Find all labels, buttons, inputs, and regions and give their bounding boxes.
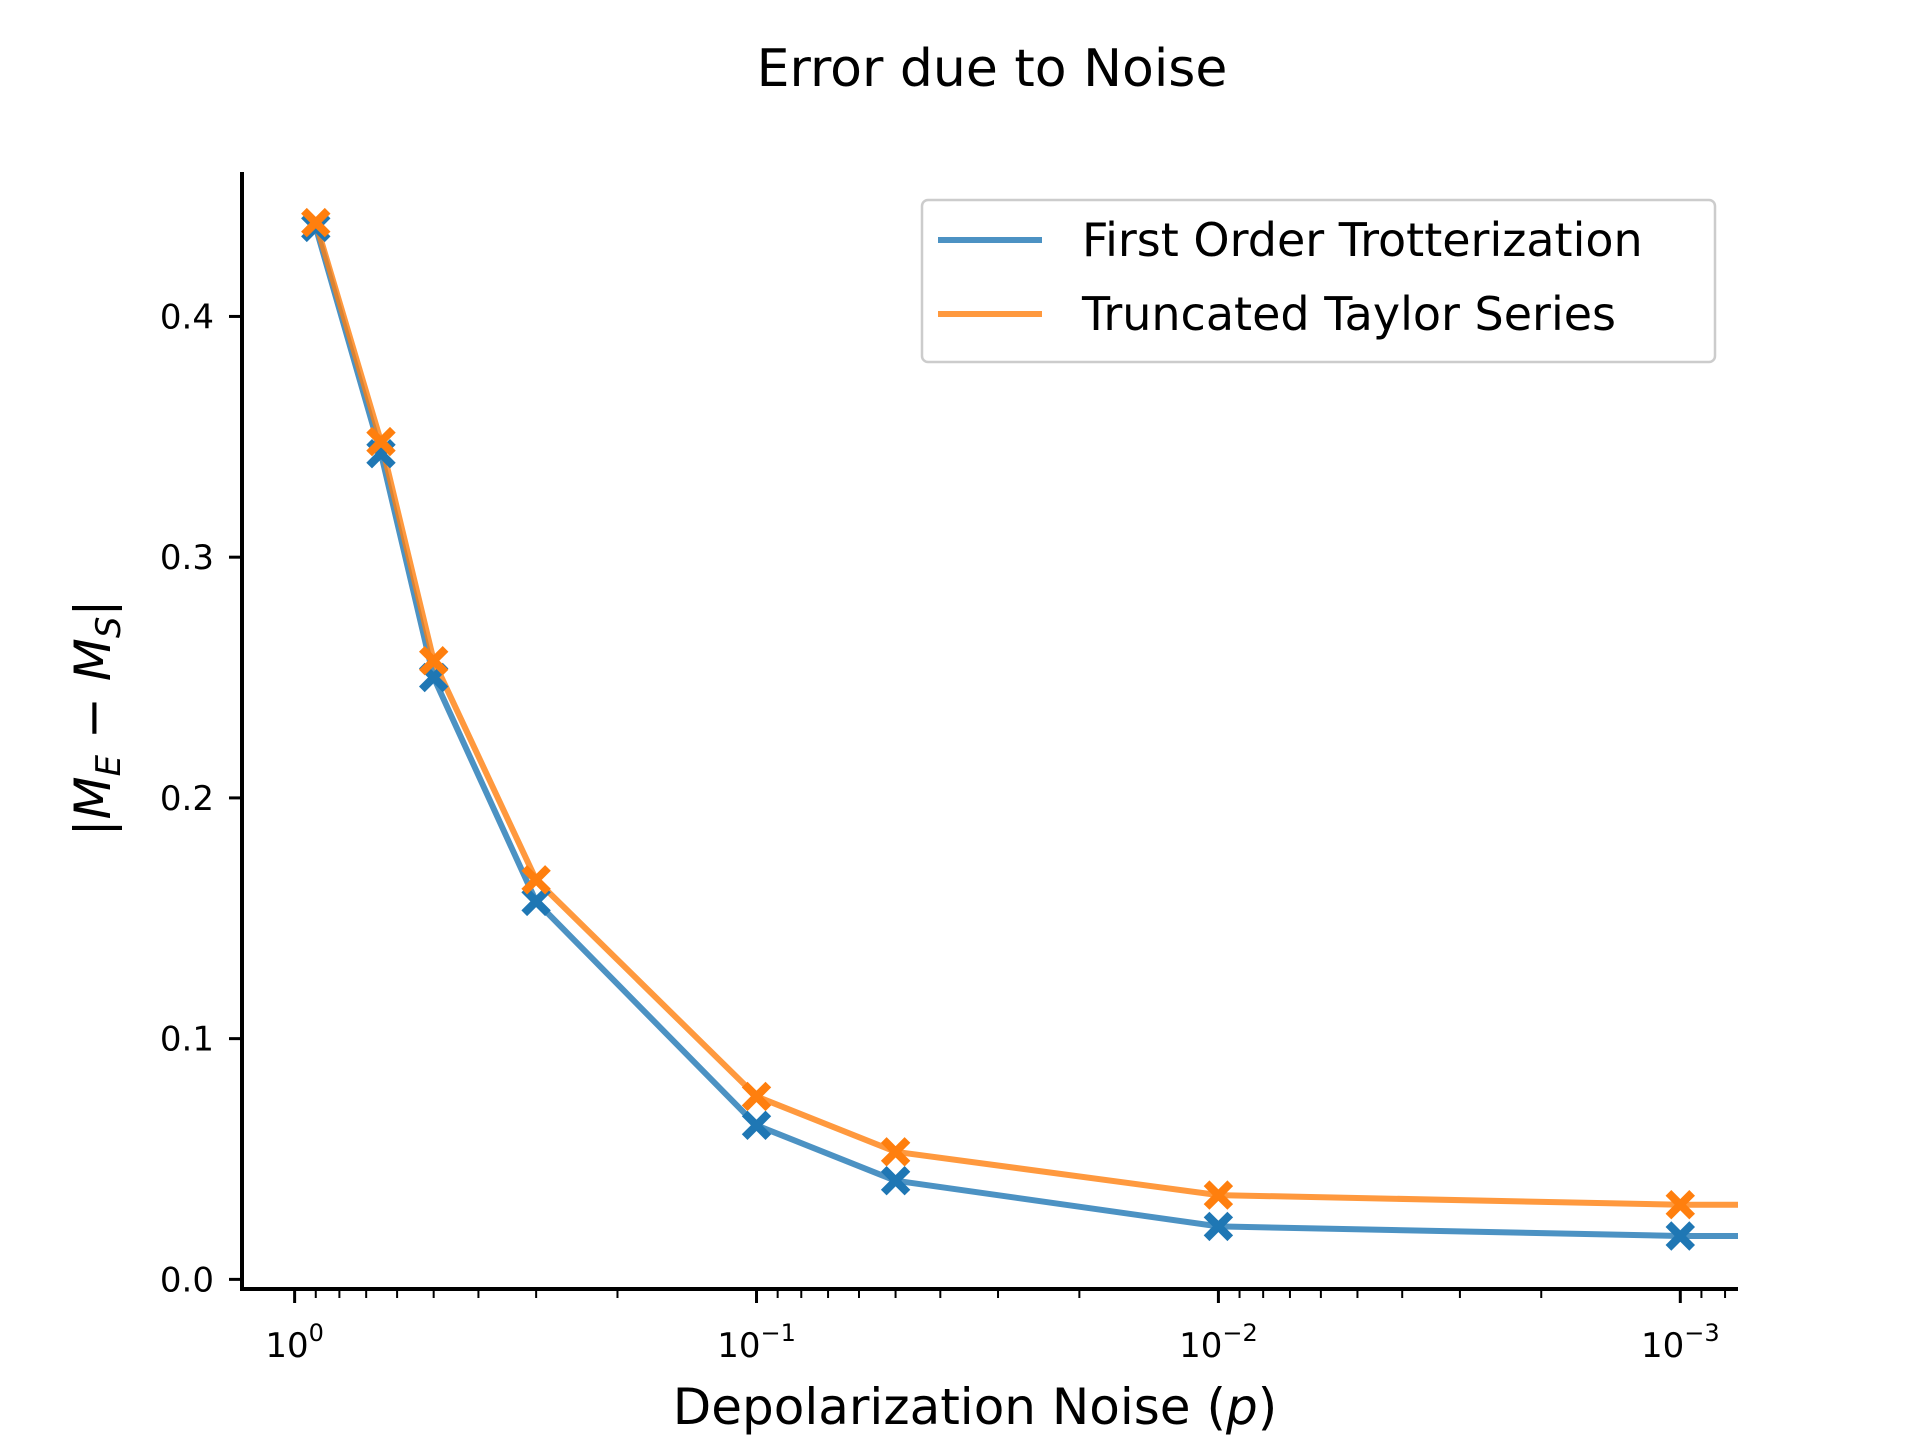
y-axis-sub2: S — [89, 616, 129, 638]
data-point-taylor — [366, 426, 396, 457]
x-tick-label: 10−1 — [717, 1319, 796, 1366]
data-point-trotter — [1203, 1211, 1234, 1242]
plot-area — [301, 207, 1738, 1251]
y-tick-label: 0.3 — [160, 538, 214, 578]
y-tick-label: 0.4 — [160, 297, 214, 337]
legend-label-trotter: First Order Trotterization — [1082, 213, 1643, 267]
y-axis-sub1: E — [89, 754, 129, 776]
y-axis-m2: M — [64, 638, 122, 681]
y-tick-label: 0.1 — [160, 1020, 214, 1060]
x-axis-label: Depolarization Noise (p) — [673, 1378, 1278, 1436]
data-point-taylor — [521, 865, 551, 895]
y-tick-label: 0.2 — [160, 779, 214, 819]
y-axis-bar-left: | — [64, 820, 122, 837]
y-axis-label: |ME − MS| — [64, 600, 129, 837]
data-point-taylor — [418, 645, 449, 676]
x-axis-label-close: ) — [1258, 1378, 1278, 1436]
y-axis-minus: − — [64, 681, 122, 755]
data-point-trotter — [741, 1110, 772, 1141]
y-axis-ticks: 0.0 0.1 0.2 0.3 0.4 — [160, 297, 242, 1300]
data-point-taylor — [880, 1137, 911, 1167]
x-axis-ticks: 100 10−1 10−2 10−3 — [265, 1289, 1727, 1366]
data-point-trotter — [880, 1165, 911, 1196]
legend: First Order Trotterization Truncated Tay… — [920, 198, 1717, 364]
series-line-taylor — [312, 221, 1738, 1208]
x-axis-label-text: Depolarization Noise ( — [673, 1378, 1226, 1436]
x-tick-label: 10−2 — [1179, 1319, 1258, 1366]
data-point-trotter — [521, 886, 551, 917]
y-axis-bar-right: | — [64, 600, 122, 617]
x-axis-label-var: p — [1225, 1378, 1258, 1436]
chart-title: Error due to Noise — [757, 39, 1228, 99]
y-axis-m1: M — [64, 776, 122, 819]
data-point-taylor — [1203, 1180, 1234, 1210]
legend-box — [920, 198, 1717, 364]
series-line-trotter — [312, 226, 1738, 1239]
data-point-taylor — [741, 1081, 772, 1112]
data-point-trotter — [1665, 1221, 1696, 1251]
x-tick-label: 10−3 — [1641, 1319, 1720, 1366]
data-point-taylor — [1665, 1189, 1696, 1220]
x-tick-label: 100 — [265, 1319, 324, 1366]
data-point-taylor — [301, 207, 331, 238]
y-tick-label: 0.0 — [160, 1260, 214, 1300]
legend-label-taylor: Truncated Taylor Series — [1081, 287, 1616, 341]
